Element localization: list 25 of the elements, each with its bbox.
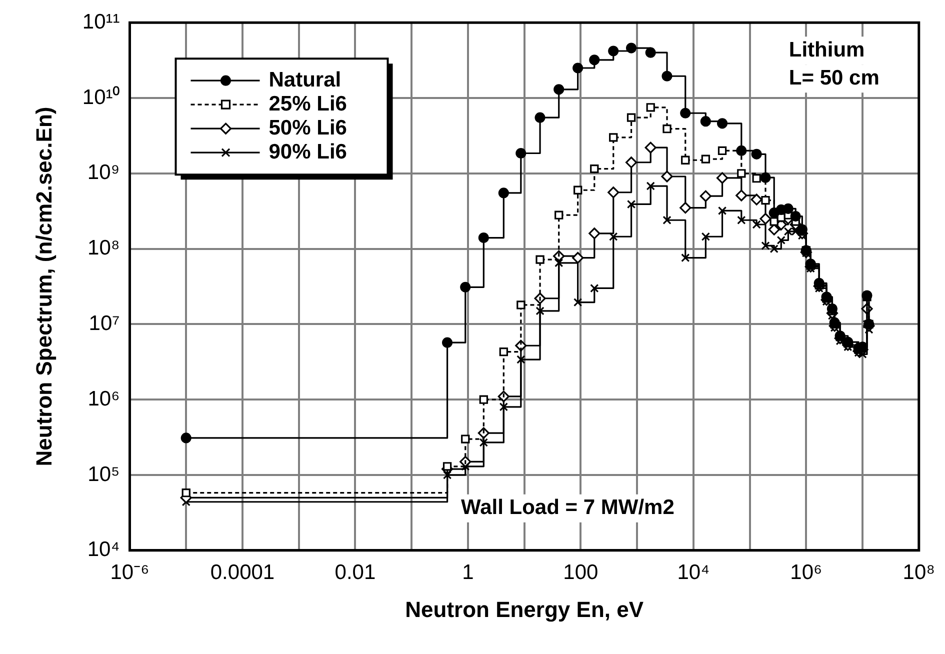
x-axis-title: Neutron Energy En, eV	[405, 596, 644, 622]
annotation: Lithium	[788, 38, 865, 62]
y-axis-title: Neutron Spectrum, (n/cm2.sec.En)	[31, 106, 56, 466]
y-tick-label: 10⁷	[88, 312, 120, 335]
y-tick-label: 10⁹	[87, 161, 120, 184]
x-tick-label: 10⁶	[790, 560, 822, 584]
annotation: Wall Load = 7 MW/m2	[461, 496, 674, 520]
y-tick-label: 10⁵	[88, 462, 120, 486]
y-tick-label: 10⁸	[88, 236, 120, 260]
x-tick-label: 10⁸	[902, 560, 935, 584]
annotation: L= 50 cm	[788, 66, 880, 90]
y-tick-label: 10⁴	[87, 538, 120, 562]
legend-label: 90% Li6	[268, 140, 347, 164]
y-tick-label: 10⁶	[88, 387, 120, 410]
x-tick-label: 10⁴	[677, 560, 710, 584]
x-tick-label: 0.0001	[210, 560, 275, 584]
x-tick-label: 1	[462, 560, 474, 584]
legend-label: Natural	[268, 68, 342, 92]
legend-label: 25% Li6	[268, 92, 347, 116]
legend-label: 50% Li6	[268, 116, 347, 140]
x-tick-label: 0.01	[334, 560, 376, 584]
x-tick-label: 10⁻⁶	[110, 560, 150, 584]
y-tick-label: 10¹⁰	[82, 86, 120, 109]
y-tick-label: 10¹¹	[82, 10, 120, 34]
x-tick-label: 100	[563, 560, 598, 584]
